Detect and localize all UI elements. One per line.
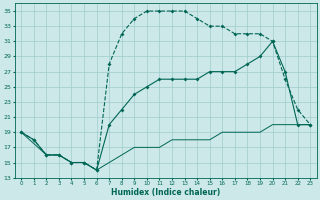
X-axis label: Humidex (Indice chaleur): Humidex (Indice chaleur) — [111, 188, 220, 197]
